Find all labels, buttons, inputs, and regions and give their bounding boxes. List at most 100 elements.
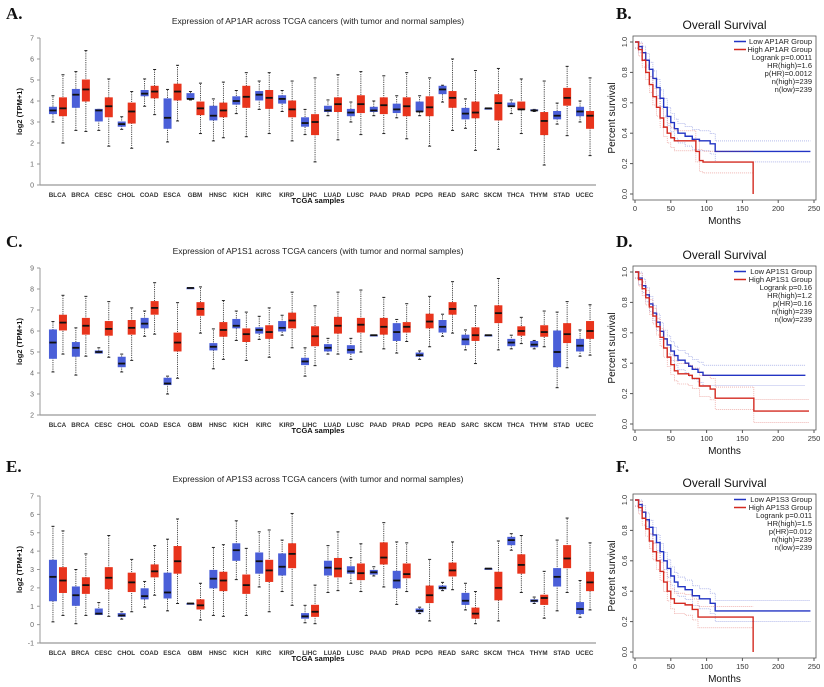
box-normal-read [438,313,447,337]
stat-label: p(HR)=0.0012 [765,69,812,78]
boxplot-ap1s1: Expression of AP1S1 across TCGA cancers … [15,246,596,435]
box-tumor-brca [81,295,90,357]
stat-label: n(high)=239 [772,77,812,86]
x-tick-label: 200 [772,434,785,443]
y-tick-label: 0.6 [620,328,629,338]
box-iqr [196,599,205,610]
stat-label: p(HR)=0.012 [769,527,812,536]
x-tick-label: 0 [633,204,637,213]
box-normal-thca [507,533,516,551]
y-axis-title: log2 (TPM+1) [15,546,24,593]
category-label: SARC [461,650,479,657]
box-normal-kich [232,310,241,341]
confidence-band [635,41,754,152]
y-tick-label: 0.2 [620,616,629,626]
category-label: SARC [461,422,479,429]
y-tick-label: 4 [30,549,34,556]
box-normal-thym [530,596,539,604]
category-label: LIHC [302,192,317,199]
category-label: THCA [507,192,525,199]
box-iqr [586,321,595,339]
category-label: LIHC [302,650,317,657]
legend-label: Low AP1AR Group [749,37,812,46]
stat-label: n(low)=239 [775,315,812,324]
category-label: CESC [95,422,113,429]
category-label: BLCA [49,650,67,657]
box-tumor-sarc [471,305,480,365]
box-normal-kich [232,520,241,581]
box-normal-stad [553,102,562,125]
box-tumor-lusc [356,289,365,353]
category-label: ESCA [163,192,181,199]
category-label: SKCM [484,650,503,657]
box-tumor-lihc [311,584,320,625]
box-tumor-skcm [494,540,503,622]
category-label: HNSC [209,422,227,429]
box-tumor-stad [563,65,572,137]
category-label: CHOL [117,192,135,199]
x-tick-label: 150 [736,662,749,671]
y-tick-label: 0.8 [620,525,629,535]
category-label: COAD [140,192,159,199]
y-tick-label: 2 [30,413,34,420]
box-iqr [209,105,218,121]
box-iqr [232,318,241,329]
box-normal-paad [369,334,378,337]
y-tick-label: 0.6 [620,98,629,108]
box-normal-skcm [484,334,493,337]
y-tick-label: 1.0 [620,37,629,47]
box-tumor-chol [127,91,136,149]
box-tumor-hnsc [219,300,228,360]
panel-label-c: C. [6,232,23,251]
stat-label: n(low)=239 [775,85,812,94]
box-tumor-chol [127,558,136,613]
panel-label-e: E. [6,457,22,476]
x-axis-title: Months [708,216,741,227]
box-normal-lusc [346,557,355,584]
y-tick-label: 5 [30,530,34,537]
box-iqr [392,103,401,114]
box-iqr [494,571,503,601]
category-label: CESC [95,192,113,199]
box-iqr [71,586,80,606]
box-normal-thca [507,334,516,350]
category-label: PAAD [370,650,388,657]
x-axis-title: TCGA samples [291,426,344,435]
box-tumor-skcm [494,67,503,150]
box-tumor-kirc [265,72,274,135]
box-iqr [517,554,526,574]
box-iqr [369,106,378,113]
box-normal-read [438,84,447,103]
box-tumor-gbm [196,82,205,135]
y-tick-label: 7 [30,36,34,43]
box-tumor-blca [58,530,67,616]
box-normal-gbm [186,91,195,101]
box-normal-kirp [278,539,287,593]
category-label: STAD [553,192,570,199]
panel-label-a: A. [6,4,23,23]
category-label: READ [438,422,456,429]
box-tumor-sarc [471,70,480,151]
box-normal-coad [140,310,149,337]
category-label: PCPG [415,650,433,657]
y-tick-label: 0 [30,183,34,190]
plot-frame [632,493,817,659]
box-iqr [586,111,595,129]
box-iqr [540,325,549,337]
box-normal-esca [163,538,172,612]
box-tumor-lusc [356,543,365,593]
survival-ap1s1: Overall Survival 0 50 100 150 200 250 0.0 0.2 0.4… [607,248,820,457]
box-iqr [333,557,342,578]
box-normal-hnsc [209,98,218,142]
box-normal-read [438,581,447,592]
y-axis-title: Percent survival [607,312,618,383]
category-label: KIRC [256,192,272,199]
box-iqr [425,585,434,604]
x-tick-label: 250 [808,662,821,671]
y-tick-label: 7 [30,308,34,315]
box-tumor-cesc [104,301,113,358]
box-iqr [494,305,503,324]
box-tumor-lihc [311,77,320,163]
stat-label: n(high)=239 [772,307,812,316]
box-iqr [163,98,172,129]
